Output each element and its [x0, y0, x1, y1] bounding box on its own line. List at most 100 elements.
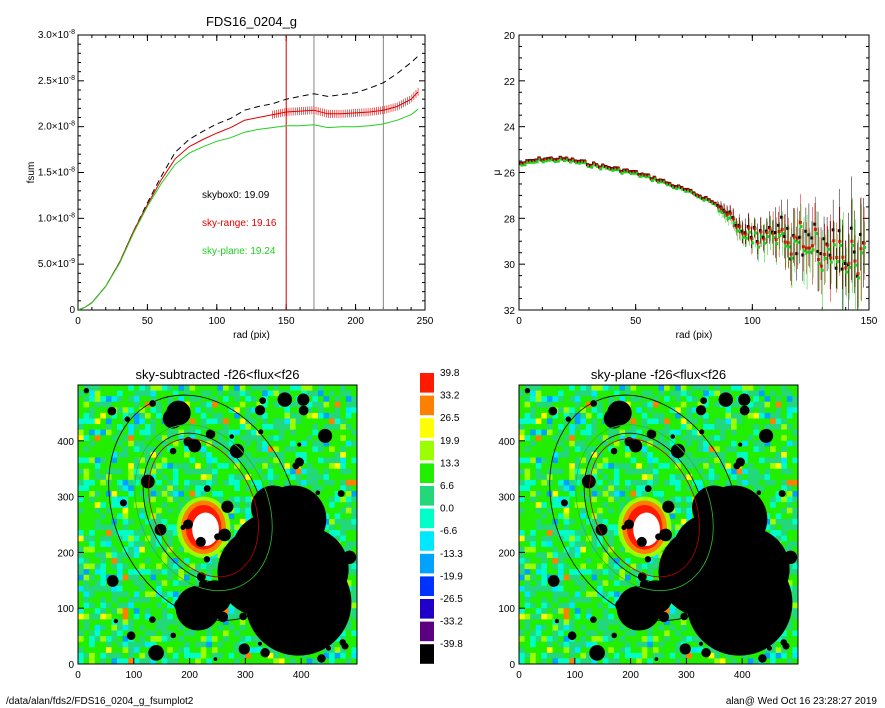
pixel-tile	[345, 491, 352, 497]
pixel-tile	[345, 507, 352, 514]
pixel-tile	[591, 457, 598, 464]
pixel-tile	[89, 457, 96, 464]
data-point	[696, 195, 700, 199]
pixel-tile	[139, 624, 146, 631]
pixel-tile	[675, 485, 682, 492]
pixel-tile	[301, 446, 308, 453]
data-point	[805, 250, 809, 254]
pixel-tile	[574, 602, 581, 609]
pixel-tile	[184, 463, 190, 470]
pixel-tile	[111, 463, 118, 470]
pixel-tile	[78, 463, 84, 470]
colorbar-label: 6.6	[440, 481, 454, 492]
pixel-tile	[585, 630, 592, 637]
pixel-tile	[519, 451, 525, 458]
pixel-tile	[680, 624, 687, 631]
data-point	[653, 177, 657, 181]
pixel-tile	[312, 407, 319, 414]
pixel-tile	[100, 440, 107, 447]
pixel-tile	[658, 636, 665, 643]
pixel-tile	[195, 491, 202, 497]
pixel-tile	[558, 463, 565, 470]
pixel-tile	[217, 451, 224, 458]
pixel-tile	[608, 569, 615, 576]
pixel-tile	[94, 574, 101, 581]
pixel-tile	[256, 647, 263, 654]
pixel-tile	[541, 463, 548, 470]
pixel-tile	[597, 412, 604, 419]
pixel-tile	[117, 580, 124, 587]
pixel-tile	[172, 658, 179, 664]
pixel-tile	[552, 429, 559, 436]
aperture-ellipse	[134, 424, 273, 592]
pixel-tile	[133, 530, 140, 537]
pixel-tile	[167, 602, 174, 609]
pixel-tile	[541, 485, 548, 492]
pixel-tile	[250, 468, 257, 475]
pixel-tile	[206, 641, 213, 648]
pixel-tile	[117, 585, 124, 592]
pixel-tile	[351, 446, 357, 453]
pixel-tile	[167, 585, 174, 592]
pixel-tile	[574, 435, 581, 442]
pixel-tile	[167, 597, 174, 604]
pixel-tile	[122, 424, 129, 431]
data-point	[632, 171, 636, 175]
pixel-tile	[558, 608, 565, 615]
pixel-tile	[574, 412, 581, 419]
pixel-tile	[345, 636, 352, 643]
pixel-tile	[211, 569, 218, 576]
pixel-tile	[78, 485, 84, 492]
pixel-tile	[200, 569, 207, 576]
pixel-tile	[351, 541, 357, 548]
pixel-tile	[217, 396, 224, 403]
pixel-tile	[128, 546, 135, 553]
pixel-tile	[245, 435, 252, 442]
pixel-tile	[100, 429, 107, 436]
pixel-tile	[351, 602, 357, 609]
source-mask	[233, 593, 245, 604]
pixel-tile	[250, 491, 257, 497]
pixel-tile	[245, 485, 252, 492]
pixel-tile	[636, 401, 643, 408]
pixel-tile	[128, 418, 135, 425]
pixel-tile	[602, 563, 609, 570]
pixel-tile	[117, 569, 124, 576]
pixel-tile	[323, 385, 330, 391]
pixel-tile	[591, 513, 598, 520]
pixel-tile	[189, 463, 196, 470]
pixel-tile	[178, 446, 185, 453]
data-point	[747, 226, 751, 230]
pixel-tile	[245, 429, 252, 436]
pixel-tile	[541, 451, 548, 458]
pixel-tile	[641, 647, 648, 654]
pixel-tile	[530, 407, 537, 414]
pixel-tile	[658, 468, 665, 475]
pixel-tile	[345, 440, 352, 447]
pixel-tile	[105, 658, 112, 664]
colorbar-swatch	[420, 463, 434, 483]
pixel-tile	[351, 474, 357, 481]
pixel-tile	[278, 446, 285, 453]
pixel-tile	[295, 424, 302, 431]
pixel-tile	[167, 563, 174, 570]
pixel-tile	[345, 396, 352, 403]
pixel-tile	[535, 401, 542, 408]
pixel-tile	[546, 396, 553, 403]
pixel-tile	[664, 468, 671, 475]
pixel-tile	[608, 518, 615, 525]
pixel-tile	[597, 429, 604, 436]
pixel-tile	[675, 435, 682, 442]
pixel-tile	[128, 468, 135, 475]
pixel-tile	[89, 552, 96, 559]
pixel-tile	[351, 647, 357, 654]
pixel-tile	[535, 647, 542, 654]
pixel-tile	[613, 524, 620, 531]
pixel-tile	[641, 557, 648, 564]
pixel-tile	[569, 507, 576, 514]
colorbar-label: -13.3	[440, 549, 463, 560]
data-point	[841, 255, 845, 259]
pixel-tile	[128, 429, 135, 436]
source-mask	[278, 569, 290, 582]
pixel-tile	[619, 658, 626, 664]
